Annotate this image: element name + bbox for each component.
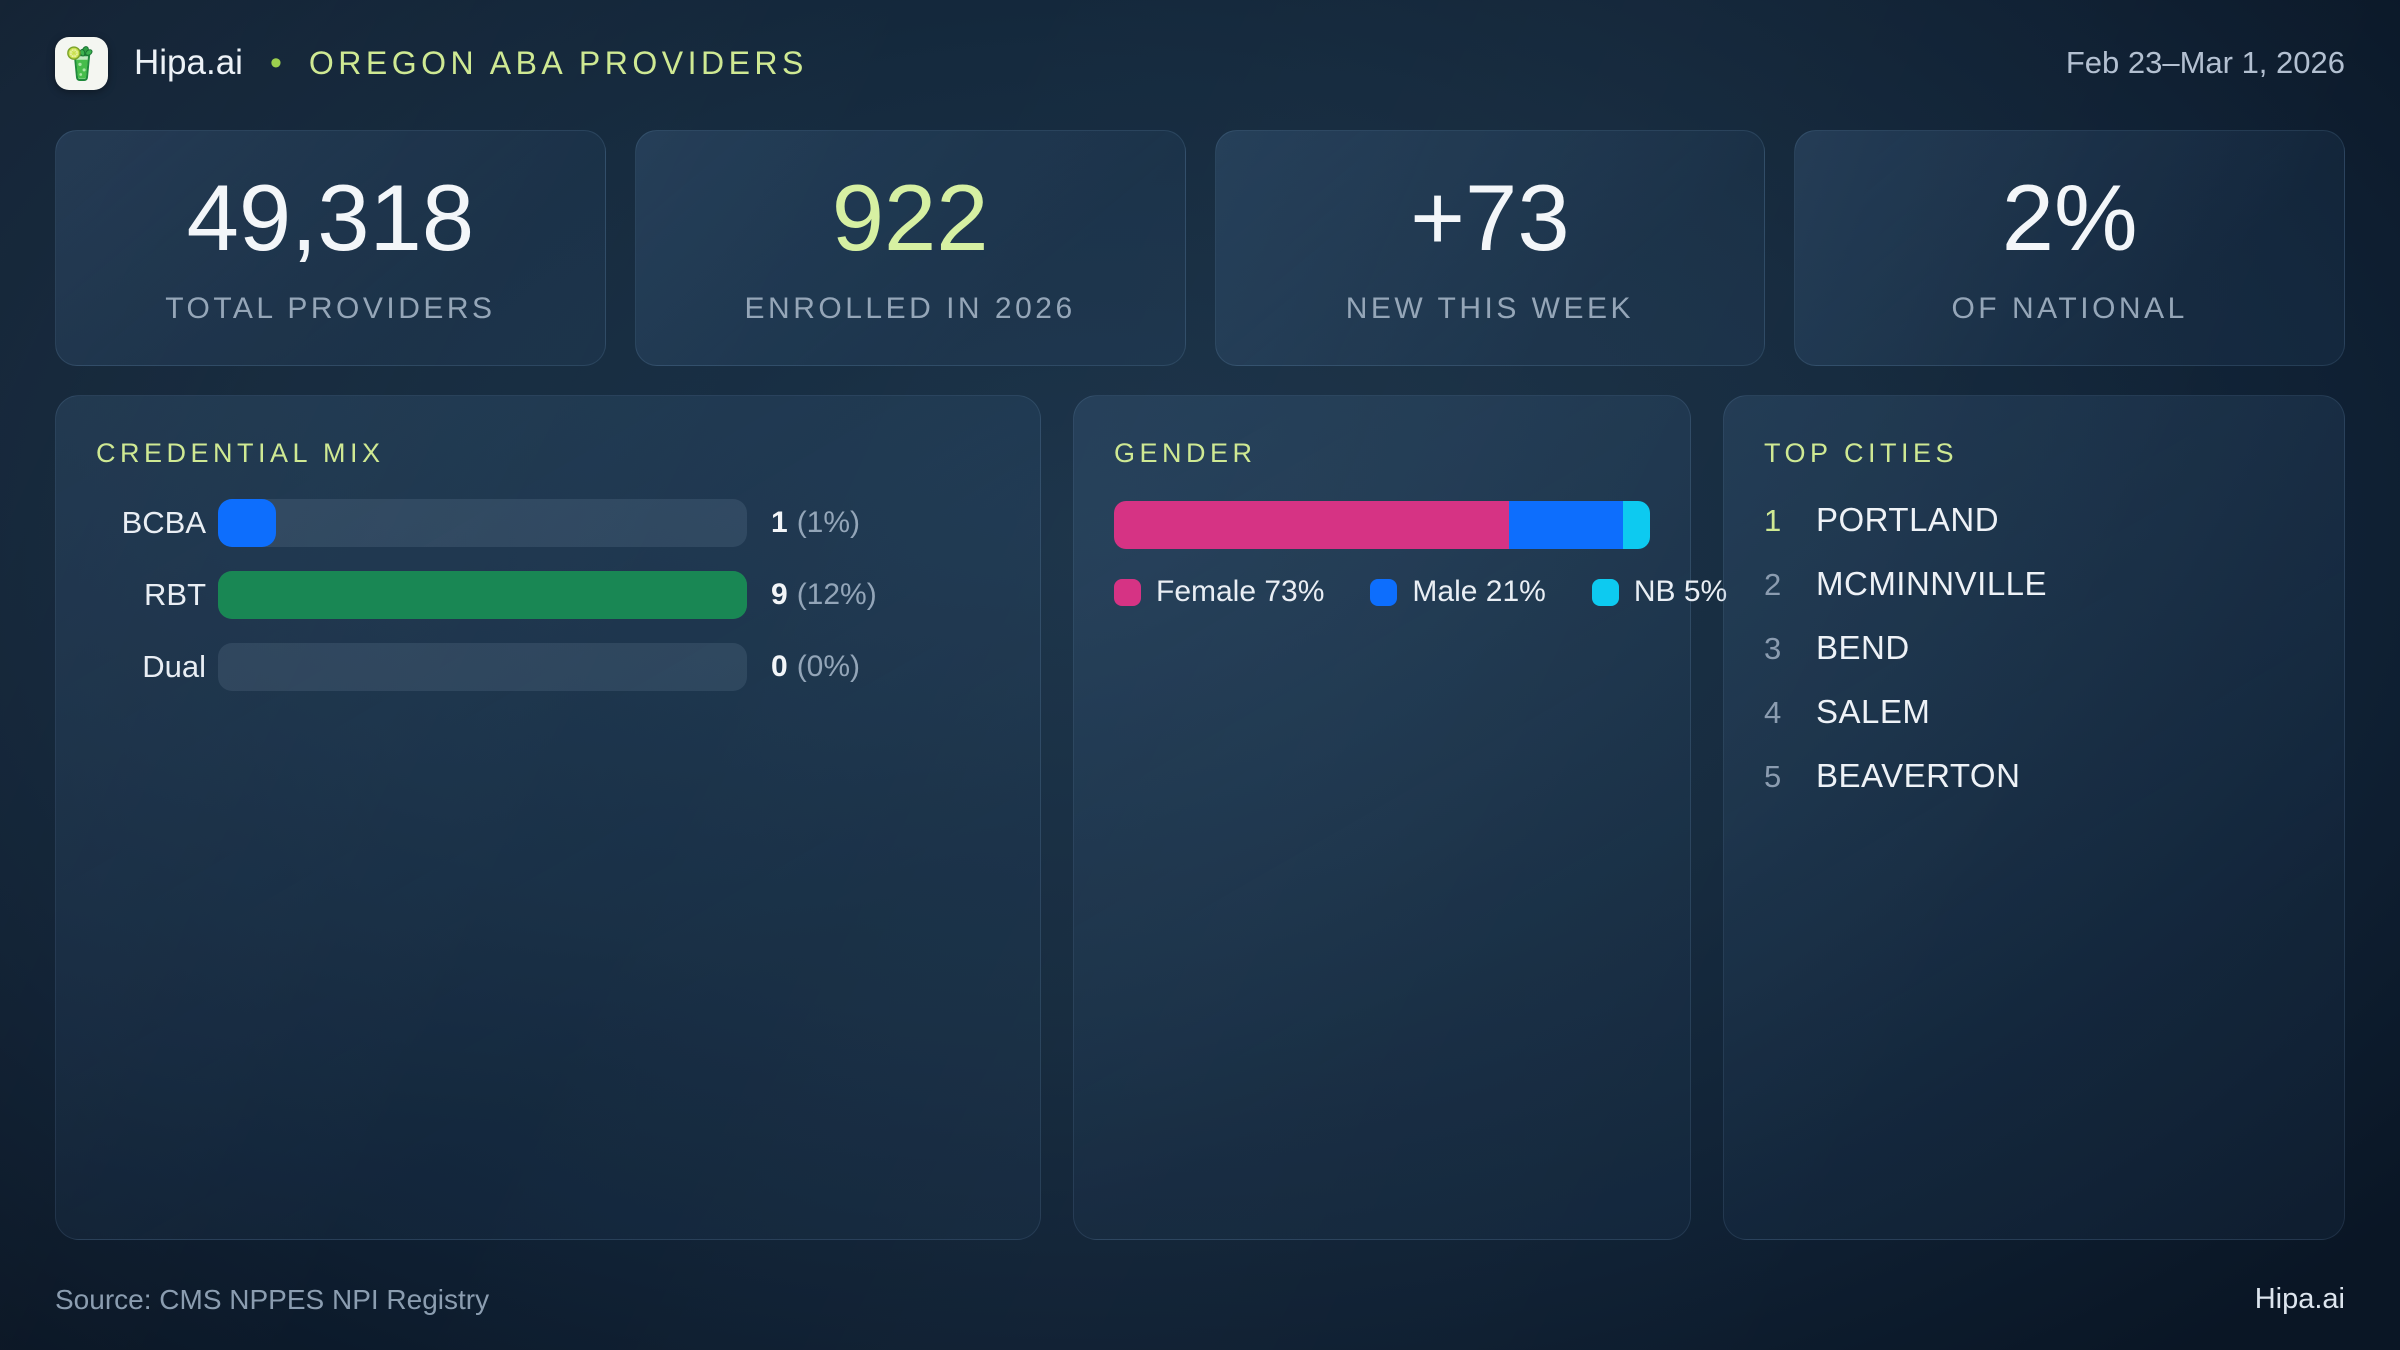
bar-track (218, 571, 747, 619)
bar-value: 9 (12%) (771, 578, 877, 611)
stat-label: ENROLLED IN 2026 (744, 291, 1076, 325)
bar-fill (218, 499, 277, 547)
city-name: MCMINNVILLE (1816, 565, 2048, 602)
city-rank: 1 (1764, 503, 1782, 538)
credential-mix-panel: CREDENTIAL MIX BCBA 1 (1%) RBT 9 (12%) (55, 395, 1041, 1240)
legend-item-male: Male 21% (1370, 575, 1546, 609)
stat-value: 49,318 (186, 164, 475, 270)
panel-title: TOP CITIES (1764, 438, 1959, 468)
bar-value: 1 (1%) (771, 506, 861, 539)
header: Hipa.ai • OREGON ABA PROVIDERS Feb 23–Ma… (55, 30, 2345, 96)
bar-pct: (1%) (796, 506, 861, 539)
city-name: PORTLAND (1816, 501, 2000, 538)
bar-label: Dual (142, 649, 206, 684)
legend-label: Male 21% (1412, 575, 1546, 608)
legend-label: NB 5% (1633, 575, 1728, 608)
stat-card-total-providers: 49,318 TOTAL PROVIDERS (55, 130, 606, 366)
stat-label: TOTAL PROVIDERS (165, 291, 496, 325)
segment-nb (1622, 501, 1650, 549)
page-title: OREGON ABA PROVIDERS (308, 44, 808, 81)
legend-item-female: Female 73% (1114, 575, 1324, 609)
city-name: BEAVERTON (1816, 757, 2021, 794)
list-item: 3 BEND (1764, 629, 2304, 666)
list-item: 4 SALEM (1764, 693, 2304, 730)
bar-track (218, 499, 747, 547)
app-logo (55, 36, 108, 90)
legend-swatch (1370, 578, 1398, 606)
gender-legend: Female 73% Male 21% NB 5% (1114, 575, 1727, 609)
stat-value: +73 (1410, 164, 1570, 270)
city-rank: 5 (1764, 759, 1782, 794)
footer-brand: Hipa.ai (2254, 1283, 2345, 1315)
bar-track (218, 643, 747, 691)
source-attribution: Source: CMS NPPES NPI Registry (55, 1283, 490, 1315)
bar-row-rbt: RBT 9 (12%) (96, 571, 1000, 619)
stat-card-of-national: 2% OF NATIONAL (1794, 130, 2345, 366)
footer: Source: CMS NPPES NPI Registry Hipa.ai (55, 1283, 2345, 1316)
mojito-glass-icon (66, 46, 92, 81)
brand-name: Hipa.ai (134, 43, 243, 82)
legend-item-nb: NB 5% (1591, 575, 1728, 609)
brand-group: Hipa.ai • OREGON ABA PROVIDERS (55, 36, 808, 90)
panel-title: GENDER (1114, 438, 1257, 468)
separator-dot: • (269, 44, 282, 82)
list-item: 5 BEAVERTON (1764, 757, 2304, 794)
credential-bar-chart: BCBA 1 (1%) RBT 9 (12%) Dual (96, 499, 1000, 691)
top-cities-panel: TOP CITIES 1 PORTLAND 2 MCMINNVILLE 3 BE… (1723, 395, 2345, 1240)
stat-value: 2% (2001, 164, 2138, 270)
stat-label: NEW THIS WEEK (1345, 291, 1635, 325)
city-rank: 4 (1764, 695, 1782, 730)
stat-card-enrolled: 922 ENROLLED IN 2026 (634, 130, 1186, 366)
panels: CREDENTIAL MIX BCBA 1 (1%) RBT 9 (12%) (55, 395, 2345, 1240)
top-cities-list: 1 PORTLAND 2 MCMINNVILLE 3 BEND 4 SALEM … (1764, 501, 2304, 794)
bar-pct: (0%) (796, 650, 861, 683)
legend-swatch (1591, 578, 1619, 606)
list-item: 2 MCMINNVILLE (1764, 565, 2304, 602)
list-item: 1 PORTLAND (1764, 501, 2304, 538)
bar-label: BCBA (121, 505, 206, 540)
bar-row-dual: Dual 0 (0%) (96, 643, 1000, 691)
bar-pct: (12%) (796, 578, 877, 611)
city-name: BEND (1816, 629, 1910, 666)
legend-label: Female 73% (1156, 575, 1325, 608)
bar-fill (218, 571, 747, 619)
legend-swatch (1114, 578, 1141, 606)
stat-label: OF NATIONAL (1951, 291, 2188, 325)
bar-label: RBT (144, 577, 206, 612)
bar-value: 0 (0%) (771, 650, 861, 683)
city-rank: 2 (1764, 567, 1782, 602)
panel-title: CREDENTIAL MIX (96, 438, 385, 468)
gender-stacked-bar (1114, 501, 1650, 549)
bar-row-bcba: BCBA 1 (1%) (96, 499, 1000, 547)
segment-male (1509, 501, 1623, 549)
stat-value: 922 (831, 164, 989, 270)
gender-panel: GENDER Female 73% Male 21% NB 5% (1073, 395, 1727, 1240)
stat-cards: 49,318 TOTAL PROVIDERS 922 ENROLLED IN 2… (55, 130, 2345, 366)
segment-female (1114, 501, 1510, 549)
date-range: Feb 23–Mar 1, 2026 (2065, 45, 2345, 80)
stat-card-new-this-week: +73 NEW THIS WEEK (1214, 130, 1766, 366)
city-name: SALEM (1816, 693, 1931, 730)
city-rank: 3 (1764, 631, 1782, 666)
